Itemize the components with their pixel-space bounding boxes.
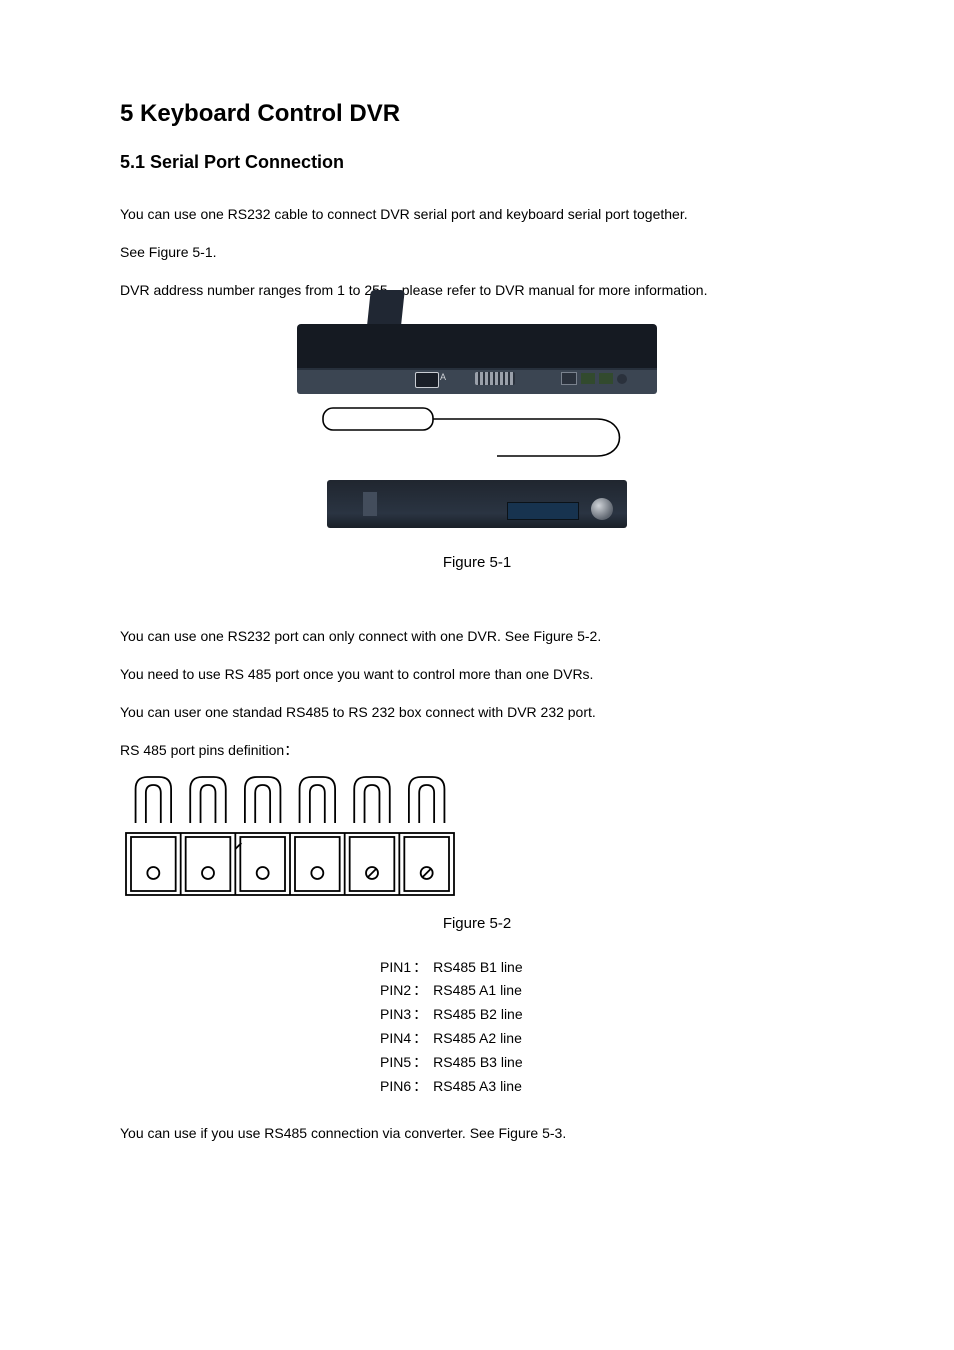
- dvr-display-icon: [507, 502, 579, 520]
- pin-desc: RS485 A1 line: [433, 982, 522, 998]
- pin-desc: RS485 A3 line: [433, 1078, 522, 1094]
- paragraph: RS 485 port pins definition：: [120, 739, 834, 763]
- pin-row: PIN5： RS485 B3 line: [380, 1051, 834, 1075]
- heading-chapter: 5 Keyboard Control DVR: [120, 100, 834, 128]
- pin-name: PIN1: [380, 959, 411, 975]
- pin-name: PIN6: [380, 1078, 411, 1094]
- pin-definition-list: PIN1：RS485 B1 linePIN2：RS485 A1 linePIN3…: [120, 956, 834, 1099]
- figure-caption: Figure 5-2: [120, 915, 834, 932]
- paragraph: You can user one standad RS485 to RS 232…: [120, 701, 834, 725]
- serial-port-icon: [415, 372, 439, 388]
- pin-row: PIN6： RS485 A3 line: [380, 1075, 834, 1099]
- rs485-terminal-diagram: [120, 773, 460, 903]
- misc-ports-icon: [561, 372, 631, 385]
- keyboard-device: [297, 312, 657, 402]
- pin-name: PIN4: [380, 1030, 411, 1046]
- pin-separator: ：: [413, 1030, 427, 1046]
- keyboard-body: [297, 324, 657, 372]
- pin-name: PIN3: [380, 1006, 411, 1022]
- dvr-drive-bay-icon: [363, 492, 377, 516]
- pin-separator: ：: [413, 1078, 427, 1094]
- paragraph: You can use one RS232 cable to connect D…: [120, 203, 834, 227]
- terminal-port-icon: [475, 372, 515, 385]
- document-page: 5 Keyboard Control DVR 5.1 Serial Port C…: [0, 0, 954, 1350]
- pin-name: PIN5: [380, 1054, 411, 1070]
- paragraph: DVR address number ranges from 1 to 255，…: [120, 279, 834, 303]
- pin-separator: ：: [413, 982, 427, 998]
- pin-name: PIN2: [380, 982, 411, 998]
- pin-desc: RS485 A2 line: [433, 1030, 522, 1046]
- pin-desc: RS485 B2 line: [433, 1006, 523, 1022]
- rs232-cable: [297, 402, 657, 472]
- heading-section: 5.1 Serial Port Connection: [120, 152, 834, 173]
- pin-row: PIN2： RS485 A1 line: [380, 979, 834, 1003]
- paragraph: You need to use RS 485 port once you wan…: [120, 663, 834, 687]
- paragraph: See Figure 5-1.: [120, 241, 834, 265]
- pin-row: PIN1： RS485 B1 line: [380, 956, 834, 980]
- joystick-icon: [367, 290, 405, 324]
- pin-desc: RS485 B3 line: [433, 1054, 523, 1070]
- pin-separator: ：: [413, 1054, 427, 1070]
- figure-5-1-diagram: [297, 312, 657, 536]
- pin-separator: ：: [413, 959, 427, 975]
- figure-5-2: [120, 773, 460, 903]
- pin-row: PIN4： RS485 A2 line: [380, 1027, 834, 1051]
- pin-desc: RS485 B1 line: [433, 959, 523, 975]
- paragraph: You can use if you use RS485 connection …: [120, 1122, 834, 1146]
- figure-caption: Figure 5-1: [120, 554, 834, 571]
- pin-separator: ：: [413, 1006, 427, 1022]
- dvr-device: [327, 472, 627, 536]
- pin-row: PIN3： RS485 B2 line: [380, 1003, 834, 1027]
- figure-5-1: Figure 5-1: [120, 312, 834, 571]
- paragraph: You can use one RS232 port can only conn…: [120, 625, 834, 649]
